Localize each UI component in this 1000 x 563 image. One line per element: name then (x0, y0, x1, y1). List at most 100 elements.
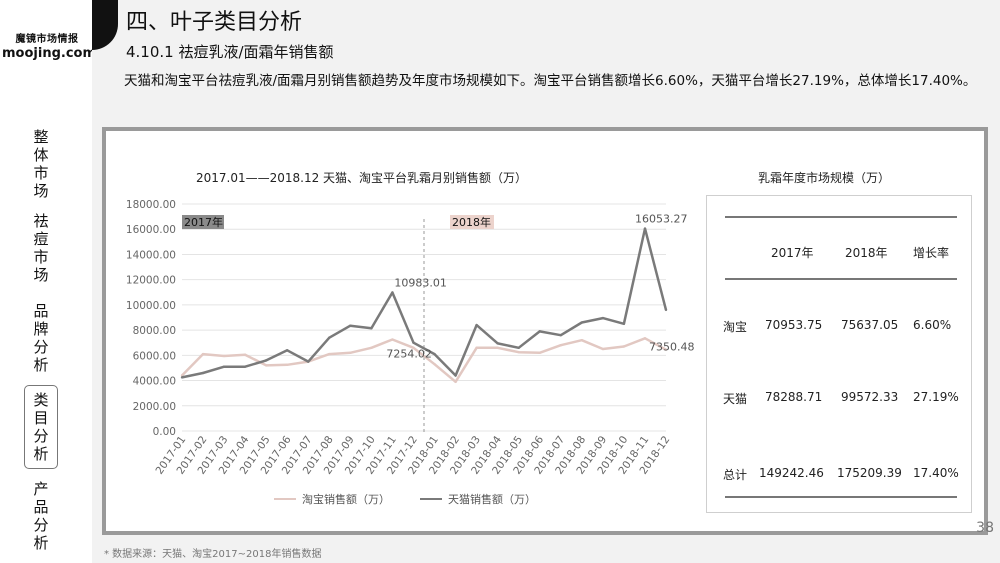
data-point-taobao (664, 348, 668, 351)
data-point-taobao (496, 346, 499, 349)
data-label: 10983.01 (394, 276, 447, 289)
nav-char: 析 (33, 534, 49, 552)
nav-char: 场 (33, 182, 49, 200)
data-point-tmall (286, 349, 289, 352)
data-point-taobao (349, 351, 352, 355)
y-tick-label: 6000.00 (133, 350, 176, 362)
data-point-tmall (328, 336, 331, 339)
data-point-taobao (643, 337, 647, 340)
table-cell: 78288.71 (765, 390, 823, 404)
nav-char: 体 (33, 146, 49, 164)
year-tag: 2017年 (184, 215, 223, 229)
y-tick-label: 8000.00 (133, 325, 176, 337)
series-line-taobao (181, 337, 667, 384)
nav-char: 分 (33, 338, 49, 356)
nav-char: 整 (33, 128, 49, 146)
data-point-tmall (391, 291, 394, 294)
logo-cn: 魔镜市场情报 (15, 34, 79, 45)
data-point-taobao (370, 346, 373, 349)
nav-category-analysis[interactable]: 类 目 分 析 (24, 385, 58, 469)
legend-label-taobao: 淘宝销售额（万） (302, 493, 390, 506)
line-chart: 0.00 2000.00 4000.00 6000.00 8000.00 10000.00… (126, 199, 695, 477)
data-point-tmall (517, 346, 520, 349)
nav-char: 痘 (33, 230, 49, 248)
data-point-taobao (580, 339, 584, 342)
data-point-taobao (412, 346, 415, 349)
data-point-tmall (412, 341, 415, 344)
table-header-growth: 增长率 (913, 246, 950, 260)
nav-char: 分 (33, 427, 49, 445)
data-point-taobao (222, 354, 226, 358)
page-description: 天猫和淘宝平台祛痘乳液/面霜月别销售额趋势及年度市场规模如下。淘宝平台销售额增长… (124, 73, 977, 89)
table-header-2017: 2017年 (771, 246, 814, 260)
legend-swatch-taobao (274, 498, 296, 500)
page-number: 38 (976, 520, 994, 536)
table-row-label: 天猫 (723, 392, 748, 406)
table-header-2018: 2018年 (845, 246, 888, 260)
data-point-tmall (622, 322, 626, 326)
y-tick-label: 18000.00 (126, 199, 176, 211)
data-point-taobao (391, 338, 394, 341)
page-subtitle: 4.10.1 祛痘乳液/面霜年销售额 (126, 43, 334, 61)
table-rule-top (725, 216, 957, 218)
table-rule-header (725, 278, 957, 280)
nav-char: 析 (33, 445, 49, 463)
table-cell: 75637.05 (841, 318, 899, 332)
table-title: 乳霜年度市场规模（万） (758, 171, 891, 185)
data-point-tmall (496, 342, 499, 345)
data-label: 7254.02 (386, 348, 432, 361)
table-cell: 17.40% (913, 466, 959, 480)
table-cell: 27.19% (913, 390, 959, 404)
data-point-taobao (264, 364, 268, 367)
footnote: * 数据来源：天猫、淘宝2017~2018年销售数据 (104, 549, 322, 560)
data-point-tmall (370, 327, 373, 330)
data-point-taobao (454, 380, 457, 384)
nav-char: 产 (33, 480, 49, 498)
data-point-taobao (559, 344, 562, 347)
data-point-taobao (538, 351, 541, 355)
nav-overall-market[interactable]: 整 体 市 场 (24, 128, 58, 200)
table-cell: 99572.33 (841, 390, 899, 404)
year-tag-bg (450, 215, 494, 229)
table-rule-bottom (725, 496, 957, 498)
nav-char: 场 (33, 266, 49, 284)
data-point-tmall (475, 323, 478, 327)
nav-char: 品 (33, 302, 49, 320)
data-point-taobao (601, 347, 605, 351)
data-point-taobao (286, 363, 289, 366)
data-point-tmall (580, 321, 584, 324)
data-point-taobao (517, 350, 520, 354)
market-size-table: 2017年 2018年 增长率 淘宝 70953.75 75637.05 6.6… (706, 195, 972, 513)
chart-legend: 淘宝销售额（万） 天猫销售额（万） (274, 491, 536, 507)
data-point-taobao (243, 353, 247, 356)
nav-brand-analysis[interactable]: 品 牌 分 析 (24, 302, 58, 374)
data-point-tmall (601, 316, 605, 320)
data-point-tmall (243, 365, 247, 368)
year-tag-bg (182, 215, 224, 229)
legend-item-tmall: 天猫销售额（万） (420, 491, 536, 507)
data-point-tmall (201, 371, 205, 375)
data-point-tmall (643, 227, 647, 230)
data-point-taobao (475, 346, 478, 349)
data-point-tmall (538, 330, 541, 333)
y-tick-label: 12000.00 (126, 275, 176, 287)
data-point-tmall (454, 374, 457, 377)
data-point-taobao (433, 362, 436, 366)
legend-swatch-tmall (420, 498, 442, 500)
table-cell: 70953.75 (765, 318, 823, 332)
legend-label-tmall: 天猫销售额（万） (448, 493, 536, 506)
logo: 魔镜市场情报 moojing.com (2, 30, 97, 61)
nav-acne-market[interactable]: 祛 痘 市 场 (24, 212, 58, 284)
table-cell: 6.60% (913, 318, 952, 332)
y-tick-label: 10000.00 (126, 300, 176, 312)
nav-product-analysis[interactable]: 产 品 分 析 (24, 480, 58, 552)
series-line-tmall (181, 227, 668, 379)
logo-en: moojing.com (2, 46, 97, 61)
page-title: 四、叶子类目分析 (126, 10, 303, 35)
nav-char: 品 (33, 498, 49, 516)
data-point-taobao (201, 352, 205, 356)
nav-char: 祛 (33, 212, 49, 230)
nav-char: 目 (33, 409, 49, 427)
data-label: 16053.27 (635, 213, 688, 226)
table-cell: 149242.46 (759, 466, 824, 480)
